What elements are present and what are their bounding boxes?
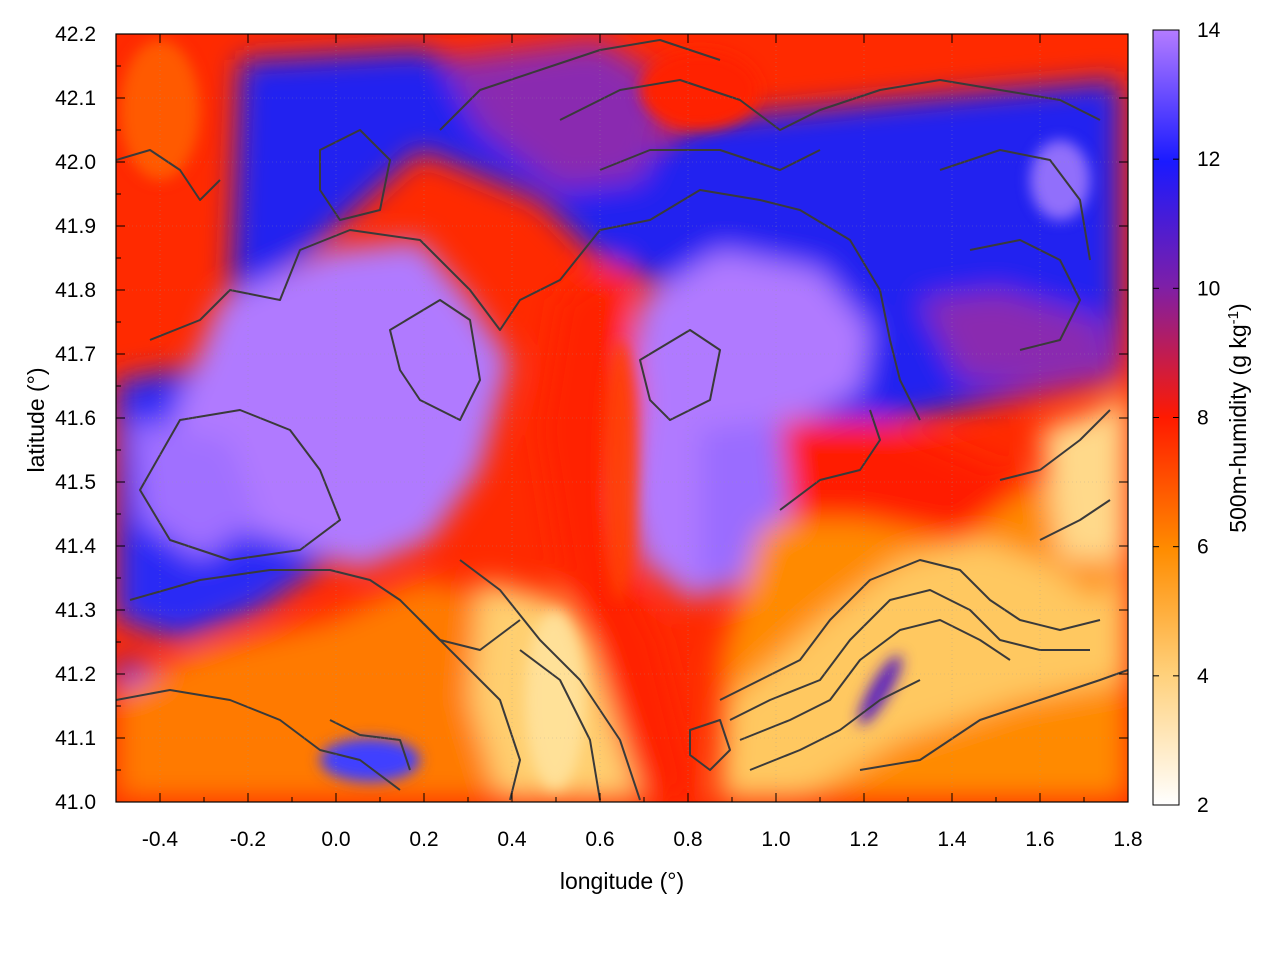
colorbar-tick-label: 2 [1197,794,1209,817]
x-tick-label: 0.0 [321,828,350,851]
y-tick-label: 42.1 [55,87,96,110]
orography-contours [116,39,1128,801]
y-tick-label: 41.9 [55,215,96,238]
x-axis-label: longitude (°) [560,868,684,894]
y-tick-label: 42.0 [55,151,96,174]
x-tick-label: -0.2 [230,828,266,851]
y-axis-label: latitude (°) [23,367,49,472]
y-tick-label: 41.2 [55,663,96,686]
x-tick-label: 1.2 [849,828,878,851]
colorbar: 2 4 6 8 10 12 14 500m-humidity (g kg-1) [1152,19,1252,817]
x-tick-label: 0.6 [585,828,614,851]
x-tick-label: 0.4 [497,828,527,851]
y-tick-label: 41.6 [55,407,96,430]
colorbar-tick-label: 6 [1197,536,1209,559]
y-tick-label: 41.4 [55,535,96,558]
y-tick-label: 41.8 [55,279,96,302]
colorbar-tick-label: 12 [1197,148,1220,171]
y-axis: 41.0 41.1 41.2 41.3 41.4 41.5 41.6 41.7 41.8 41.9… [55,23,1128,814]
x-tick-label: 1.0 [761,828,790,851]
x-tick-label: -0.4 [142,828,179,851]
x-axis: -0.4 -0.2 0.0 0.2 0.4 0.6 0.8 1.0 1.2 1.4 1.6 1.8 [115,34,1143,851]
colorbar-tick-label: 14 [1197,19,1221,42]
y-tick-label: 42.2 [55,23,96,46]
y-tick-label: 41.5 [55,471,96,494]
x-tick-label: 1.4 [937,828,967,851]
colorbar-label: 500m-humidity (g kg-1) [1225,303,1252,532]
x-tick-label: 1.6 [1025,828,1054,851]
colorbar-label-end: ) [1225,303,1251,311]
x-tick-label: 0.8 [673,828,702,851]
colorbar-ticks: 2 4 6 8 10 12 14 [1153,19,1221,817]
y-tick-label: 41.1 [55,727,96,750]
colorbar-label-main: 500m-humidity (g kg [1225,324,1251,532]
y-tick-label: 41.7 [55,343,96,366]
colorbar-tick-label: 4 [1197,665,1209,688]
colorbar-label-sup: -1 [1225,311,1242,324]
colorbar-tick-label: 10 [1197,277,1220,300]
y-tick-label: 41.0 [55,791,96,814]
colorbar-tick-label: 8 [1197,407,1209,430]
y-tick-label: 41.3 [55,599,96,622]
x-tick-label: 0.2 [409,828,438,851]
x-tick-label: 1.8 [1113,828,1142,851]
